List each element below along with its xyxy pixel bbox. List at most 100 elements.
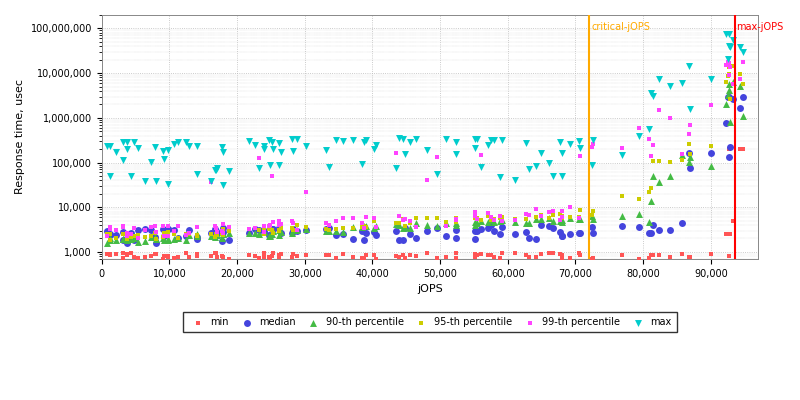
99-th percentile	[204, 179, 217, 185]
99-th percentile	[168, 228, 181, 234]
max	[266, 139, 278, 145]
max	[249, 142, 262, 148]
median	[722, 154, 735, 160]
max	[737, 49, 750, 56]
min	[162, 254, 174, 260]
95-th percentile	[117, 231, 130, 238]
median	[355, 228, 368, 234]
95-th percentile	[474, 217, 487, 223]
90-th percentile	[587, 216, 600, 222]
median	[150, 240, 162, 246]
99-th percentile	[522, 212, 535, 218]
95-th percentile	[263, 225, 276, 231]
min	[290, 253, 303, 260]
99-th percentile	[474, 152, 487, 158]
99-th percentile	[469, 209, 482, 215]
90-th percentile	[474, 218, 487, 224]
max	[519, 140, 532, 146]
95-th percentile	[182, 230, 195, 237]
median	[474, 226, 487, 232]
min	[722, 231, 734, 237]
median	[488, 228, 501, 234]
median	[110, 232, 123, 238]
99-th percentile	[519, 211, 532, 218]
max	[734, 44, 746, 50]
min	[734, 146, 746, 152]
median	[131, 226, 144, 233]
min	[664, 254, 677, 260]
95-th percentile	[616, 193, 629, 200]
95-th percentile	[249, 225, 262, 232]
min	[469, 254, 482, 260]
min	[724, 231, 737, 237]
95-th percentile	[664, 159, 677, 165]
max	[330, 136, 342, 143]
95-th percentile	[258, 226, 270, 233]
95-th percentile	[120, 236, 133, 242]
max	[403, 138, 416, 145]
min	[204, 253, 217, 260]
median	[450, 235, 463, 242]
max	[101, 142, 114, 149]
max	[300, 142, 313, 149]
95-th percentile	[737, 81, 750, 87]
min	[150, 250, 162, 257]
median	[263, 232, 276, 239]
max	[162, 181, 174, 187]
max	[390, 165, 402, 171]
99-th percentile	[258, 229, 270, 235]
99-th percentile	[485, 214, 498, 220]
95-th percentile	[125, 234, 138, 240]
min	[125, 250, 138, 257]
95-th percentile	[645, 185, 658, 191]
median	[469, 228, 482, 234]
min	[110, 251, 123, 257]
95-th percentile	[534, 212, 547, 218]
min	[474, 251, 487, 257]
95-th percentile	[210, 232, 223, 238]
99-th percentile	[392, 213, 405, 220]
max	[546, 173, 559, 180]
min	[272, 254, 285, 260]
99-th percentile	[494, 213, 506, 220]
99-th percentile	[150, 229, 162, 236]
95-th percentile	[675, 157, 688, 164]
90-th percentile	[263, 233, 276, 240]
max	[266, 146, 279, 152]
99-th percentile	[421, 177, 434, 183]
95-th percentile	[574, 207, 586, 213]
95-th percentile	[469, 212, 482, 219]
90-th percentile	[127, 234, 140, 241]
median	[546, 225, 559, 231]
99-th percentile	[488, 217, 501, 223]
99-th percentile	[585, 144, 598, 150]
min	[642, 254, 655, 261]
99-th percentile	[263, 222, 276, 228]
90-th percentile	[522, 220, 535, 227]
99-th percentile	[110, 227, 123, 234]
99-th percentile	[330, 218, 342, 224]
90-th percentile	[249, 230, 262, 237]
95-th percentile	[286, 225, 299, 231]
min	[131, 255, 144, 261]
95-th percentile	[347, 225, 360, 231]
95-th percentile	[266, 227, 278, 233]
min	[149, 251, 162, 257]
95-th percentile	[121, 235, 134, 242]
median	[647, 222, 660, 228]
95-th percentile	[217, 232, 230, 239]
max	[103, 143, 116, 149]
90-th percentile	[168, 236, 181, 242]
max	[287, 148, 300, 154]
median	[290, 228, 303, 234]
median	[347, 236, 360, 242]
max	[204, 178, 217, 184]
90-th percentile	[172, 234, 185, 241]
max	[191, 143, 204, 149]
max	[616, 152, 629, 158]
95-th percentile	[440, 219, 453, 225]
90-th percentile	[209, 234, 222, 240]
99-th percentile	[127, 224, 140, 231]
95-th percentile	[556, 215, 569, 222]
90-th percentile	[482, 219, 495, 225]
